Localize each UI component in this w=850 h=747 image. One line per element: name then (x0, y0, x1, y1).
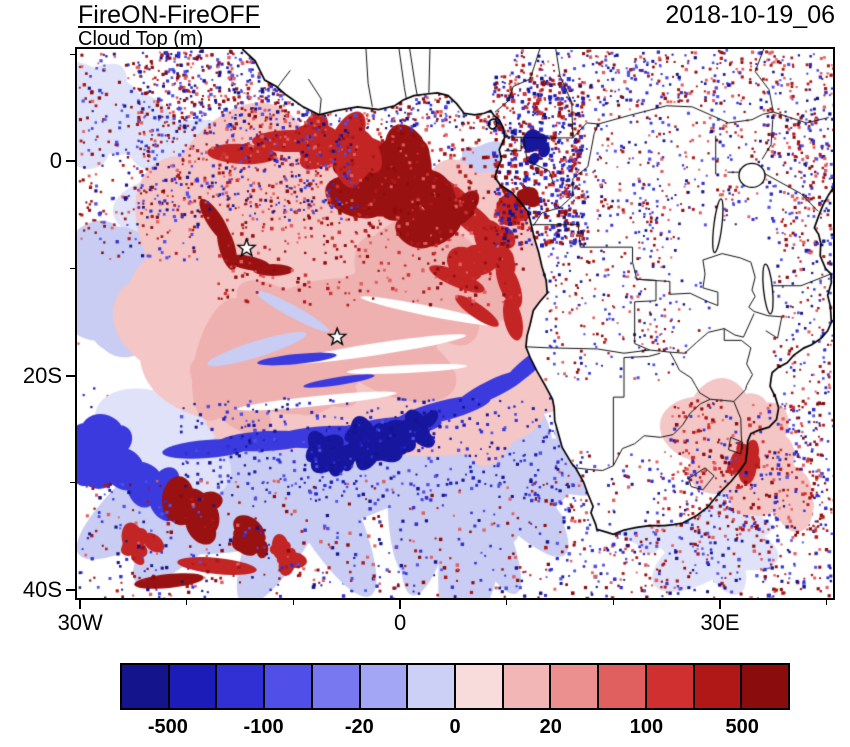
y-axis-minor-tick (70, 53, 75, 55)
colorbar-tick-label: 20 (539, 716, 562, 738)
x-axis-tick (718, 600, 721, 609)
colorbar-cell (217, 665, 266, 708)
colorbar-cell (265, 665, 313, 708)
x-axis-tick (399, 600, 402, 609)
x-axis-minor-tick (506, 600, 508, 605)
colorbar-tick-label: 100 (629, 716, 664, 738)
x-axis-minor-tick (292, 600, 294, 605)
colorbar-tick-label: 500 (725, 716, 759, 738)
y-axis-tick (66, 588, 75, 591)
colorbar-cell (312, 665, 361, 708)
plot-title: FireON-FireOFF (78, 1, 260, 29)
y-axis-tick (66, 374, 75, 377)
map-canvas (77, 49, 833, 598)
plot-subtitle: Cloud Top (m) (78, 28, 204, 50)
colorbar-cell (503, 665, 552, 708)
plot-timestamp: 2018-10-19_06 (665, 1, 835, 29)
colorbar (120, 663, 790, 710)
x-axis-minor-tick (186, 600, 188, 605)
x-axis-tick-label-30w: 30W (57, 610, 103, 635)
x-axis-minor-tick (826, 600, 828, 605)
colorbar-cell (551, 665, 600, 708)
y-axis-tick-label-20s: 20S (22, 362, 62, 388)
colorbar-cell (122, 665, 170, 708)
colorbar-cell (360, 665, 409, 708)
x-axis-tick (79, 600, 82, 609)
x-axis-tick-label-0: 0 (393, 610, 407, 635)
colorbar-cell (742, 665, 789, 708)
colorbar-cell (408, 665, 457, 708)
map-plot-area (75, 47, 835, 600)
colorbar-tick-label: -500 (147, 716, 188, 738)
x-axis-minor-tick (612, 600, 614, 605)
y-axis-tick (66, 160, 75, 163)
y-axis-minor-tick (70, 482, 75, 484)
colorbar-cell (169, 665, 218, 708)
colorbar-tick-label: -100 (243, 716, 284, 738)
colorbar-cell (694, 665, 743, 708)
y-axis-tick-label-40s: 40S (22, 576, 62, 602)
x-axis-tick-label-30e: 30E (700, 610, 740, 635)
colorbar-cell (599, 665, 647, 708)
colorbar-cell (646, 665, 695, 708)
y-axis-tick-label-0: 0 (49, 148, 62, 174)
colorbar-cell (456, 665, 504, 708)
colorbar-tick-label: 0 (449, 716, 461, 738)
colorbar-tick-label: -20 (344, 716, 374, 738)
y-axis-minor-tick (70, 268, 75, 270)
